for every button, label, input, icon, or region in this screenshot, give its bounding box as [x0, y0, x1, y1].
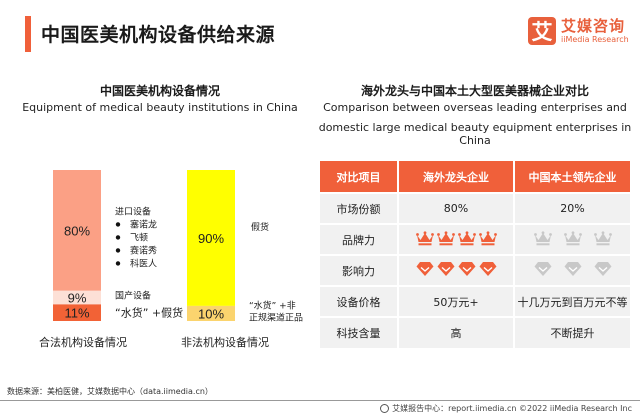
- left-section-title-en: Equipment of medical beauty institutions…: [22, 101, 298, 114]
- category-axis-label: 非法机构设备情况: [181, 335, 269, 349]
- row-label: 市场份额: [320, 192, 399, 224]
- crown-icon: [436, 230, 455, 249]
- segment-value-label: 11%: [64, 306, 89, 321]
- table-row: 市场份额 80% 20%: [320, 192, 630, 224]
- segment-value-label: 10%: [198, 306, 224, 321]
- title-accent-bar: [25, 16, 31, 52]
- bullet-icon: [115, 235, 121, 240]
- right-section-title-cn: 海外龙头与中国本土大型医美器械企业对比: [360, 84, 589, 98]
- segment-category-label: 假货: [251, 221, 269, 233]
- segment-category-label: “水货” +非: [249, 299, 296, 311]
- row-label: 设备价格: [320, 285, 399, 317]
- table-row: 品牌力: [320, 223, 630, 255]
- right-section-title-en-line1: Comparison between overseas leading ente…: [323, 101, 627, 114]
- report-center-icon: [380, 404, 390, 413]
- segment-value-label: 9%: [68, 291, 87, 306]
- overseas-value: 高: [398, 316, 515, 348]
- crown-icon: [457, 230, 476, 249]
- bullet-icon: [115, 222, 121, 227]
- diamond-icon: [416, 261, 434, 280]
- diamond-icon: [534, 261, 552, 280]
- domestic-brand-rating: [514, 223, 630, 255]
- overseas-brand-rating: [398, 223, 515, 255]
- right-section-title-en-line2: domestic large medical beauty equipment …: [318, 121, 632, 147]
- domestic-influence-rating: [514, 254, 630, 286]
- bar-segment: [53, 170, 101, 291]
- left-section-title-cn: 中国医美机构设备情况: [99, 84, 220, 98]
- diamond-icon: [479, 261, 497, 280]
- domestic-value: 不断提升: [514, 316, 630, 348]
- header-item: 对比项目: [320, 161, 399, 193]
- bullet-icon: [115, 261, 121, 266]
- footer-divider: [0, 400, 640, 401]
- domestic-value: 十几万元到百万元不等: [514, 285, 630, 317]
- segment-category-label: “水货” +假货: [115, 306, 183, 320]
- crown-icon: [415, 230, 434, 249]
- row-label: 品牌力: [320, 223, 399, 255]
- table-row: 科技含量 高 不断提升: [320, 316, 630, 348]
- segment-category-label: 进口设备: [115, 205, 151, 217]
- logo-name-cn: 艾媒咨询: [561, 16, 626, 35]
- segment-value-label: 80%: [64, 223, 90, 238]
- segment-value-label: 90%: [198, 231, 224, 246]
- bullet-icon: [115, 248, 121, 253]
- category-axis-label: 合法机构设备情况: [39, 335, 127, 349]
- row-label: 影响力: [320, 254, 399, 286]
- overseas-value: 80%: [398, 192, 515, 224]
- brand-note: 塞诺龙: [130, 218, 157, 230]
- crown-icon: [533, 230, 552, 249]
- diamond-icon: [437, 261, 455, 280]
- overseas-value: 50万元+: [398, 285, 515, 317]
- diamond-icon: [594, 261, 612, 280]
- data-source: 数据来源：美柏医健，艾媒数据中心（data.iimedia.cn）: [7, 387, 213, 396]
- page-title: 中国医美机构设备供给来源: [41, 24, 276, 46]
- header-overseas: 海外龙头企业: [398, 161, 515, 193]
- logo-name-en: iiMedia Research: [561, 34, 629, 44]
- brand-logo: 艾 艾媒咨询 iiMedia Research: [528, 17, 629, 45]
- footer-text: 艾媒报告中心：report.iimedia.cn ©2022 iiMedia R…: [392, 404, 632, 413]
- domestic-value: 20%: [514, 192, 630, 224]
- brand-note: 科医人: [130, 257, 157, 269]
- segment-category-label: 正规渠道正品: [249, 311, 303, 323]
- brand-note: 飞顿: [130, 231, 148, 243]
- header-domestic: 中国本土领先企业: [514, 161, 630, 193]
- bar-segment: [187, 305, 235, 321]
- segment-category-label: 国产设备: [115, 290, 151, 302]
- row-label: 科技含量: [320, 316, 399, 348]
- diamond-icon: [564, 261, 582, 280]
- bar-segment: [187, 170, 235, 306]
- diamond-icon: [458, 261, 476, 280]
- bar-segment: [53, 290, 101, 305]
- logo-mark: 艾: [528, 17, 556, 45]
- footer: 艾媒报告中心：report.iimedia.cn ©2022 iiMedia R…: [380, 403, 632, 414]
- crown-icon: [563, 230, 582, 249]
- comparison-table: 对比项目 海外龙头企业 中国本土领先企业 市场份额 80% 20% 品牌力 影响…: [320, 161, 630, 348]
- bar-segment: [53, 304, 101, 321]
- brand-note: 赛诺秀: [130, 244, 157, 256]
- crown-icon: [478, 230, 497, 249]
- table-row: 影响力: [320, 254, 630, 286]
- overseas-influence-rating: [398, 254, 515, 286]
- crown-icon: [593, 230, 612, 249]
- table-header-row: 对比项目 海外龙头企业 中国本土领先企业: [320, 161, 630, 193]
- table-row: 设备价格 50万元+ 十几万元到百万元不等: [320, 285, 630, 317]
